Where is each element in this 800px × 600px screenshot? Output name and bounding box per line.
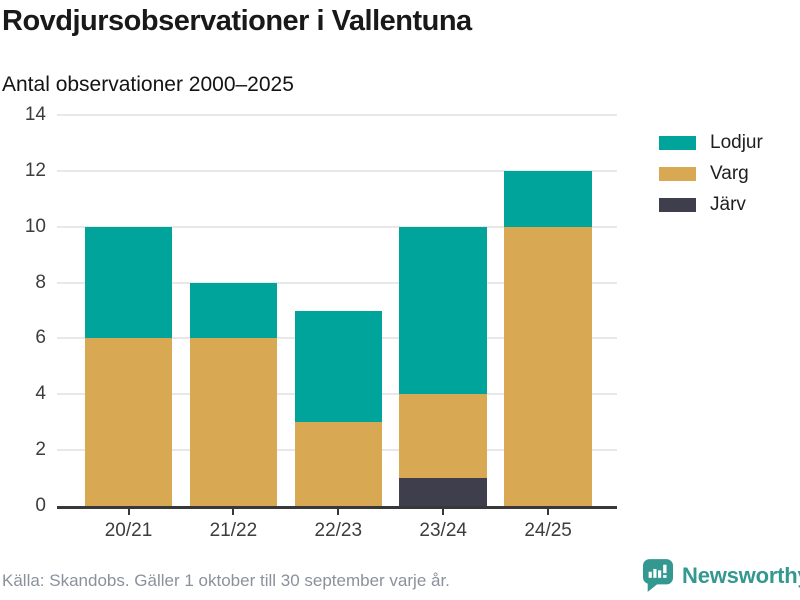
y-axis-tick-label: 0: [35, 495, 46, 516]
y-axis-tick-label: 4: [35, 383, 46, 405]
gridline-y8: [57, 281, 617, 284]
x-axis-tick: [337, 509, 340, 515]
chart-subtitle: Antal observationer 2000–2025: [2, 73, 294, 96]
x-axis-tick: [232, 509, 235, 515]
legend-label-lodjur: Lodjur: [710, 132, 763, 153]
newsworthy-speech-bubble-icon: [643, 559, 673, 592]
bar-segment-varg-21-22: [189, 338, 278, 506]
newsworthy-wordmark: Newsworthy: [682, 562, 800, 588]
x-axis-tick-label: 20/21: [104, 520, 153, 541]
newsworthy-logo: Newsworthy: [643, 559, 800, 592]
legend-label-jarv: Järv: [710, 194, 746, 215]
bar-segment-lodjur-21-22: [189, 282, 278, 339]
y-axis-tick-label: 14: [24, 104, 46, 125]
bar-segment-lodjur-20-21: [84, 226, 173, 339]
y-axis-tick-label: 8: [35, 271, 46, 293]
gridline-y14: [57, 114, 617, 116]
bar-segment-lodjur-24-25: [504, 170, 592, 227]
y-axis-tick-label: 10: [24, 215, 46, 237]
gridline-y12: [57, 169, 617, 172]
source-note: Källa: Skandobs. Gäller 1 oktober till 3…: [2, 571, 450, 590]
legend-swatch-jarv: [659, 198, 696, 212]
bar-segment-varg-24-25: [504, 226, 592, 506]
y-axis-tick-label: 6: [35, 327, 46, 349]
bar-segment-varg-23-24: [399, 394, 487, 479]
x-axis-tick-label: 21/22: [209, 520, 258, 541]
x-axis-tick-label: 22/23: [314, 520, 363, 541]
legend-item-jarv: Järv: [659, 194, 763, 216]
x-axis-tick-label: 24/25: [524, 520, 572, 541]
legend-swatch-varg: [659, 167, 696, 181]
bar-segment-varg-22-23: [294, 422, 383, 506]
x-axis-tick-label: 23/24: [419, 520, 467, 541]
gridline-y10: [57, 225, 617, 228]
bar-segment-järv-23-24: [399, 478, 487, 506]
legend-swatch-lodjur: [659, 136, 696, 150]
bar-segment-lodjur-23-24: [399, 226, 487, 395]
y-axis-tick-label: 2: [35, 439, 46, 461]
legend-label-varg: Varg: [710, 163, 749, 184]
legend-item-varg: Varg: [659, 163, 763, 185]
y-axis-tick-label: 12: [24, 159, 46, 181]
x-axis-tick: [442, 509, 445, 515]
bar-segment-lodjur-22-23: [294, 310, 383, 423]
x-axis-tick: [547, 509, 550, 515]
x-axis-tick: [127, 509, 130, 515]
legend: Lodjur Varg Järv: [659, 132, 763, 225]
bar-segment-varg-20-21: [84, 338, 173, 506]
chart-title: Rovdjursobservationer i Vallentuna: [2, 5, 472, 37]
x-axis-line: [57, 506, 617, 509]
legend-item-lodjur: Lodjur: [659, 132, 763, 154]
